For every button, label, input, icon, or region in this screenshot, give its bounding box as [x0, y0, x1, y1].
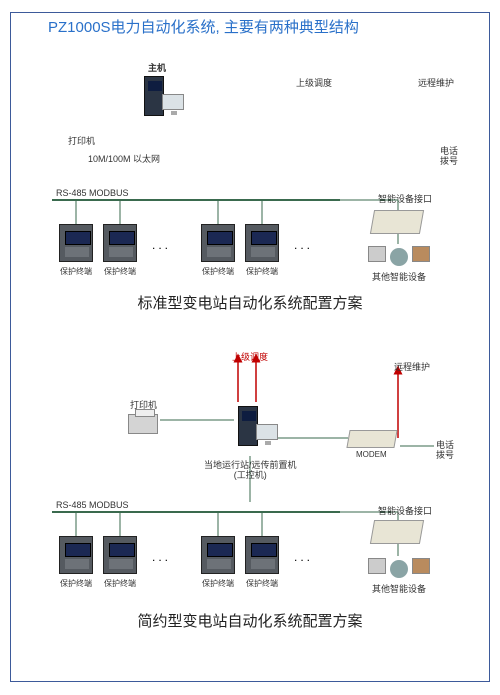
tlab-2-4: 保护终端 — [245, 578, 279, 589]
iface-box-1 — [370, 210, 424, 234]
tlab-2-2: 保护终端 — [103, 578, 137, 589]
terminal-2-1 — [59, 536, 93, 574]
host-tower — [144, 76, 164, 116]
smart-cluster-1 — [368, 244, 428, 268]
lbl-phone2: 电话 拨号 — [436, 440, 454, 460]
caption-1: 标准型变电站自动化系统配置方案 — [0, 292, 500, 313]
tlab-2-1: 保护终端 — [59, 578, 93, 589]
tlab-1-1: 保护终端 — [59, 266, 93, 277]
tlab-1-3: 保护终端 — [201, 266, 235, 277]
station-tower — [238, 406, 258, 446]
terminal-2-4 — [245, 536, 279, 574]
iface-lbl-2: 智能设备接口 — [378, 504, 432, 517]
page-title: PZ1000S电力自动化系统, 主要有两种典型结构 — [48, 16, 359, 37]
terminal-2-3 — [201, 536, 235, 574]
lbl-station: 当地运行站/远传前置机 (工控机) — [204, 460, 297, 480]
modem-2 — [346, 430, 397, 448]
host-monitor — [162, 94, 184, 110]
dots-1b: ... — [294, 238, 313, 252]
iface-box-2 — [370, 520, 424, 544]
lbl-printer1: 打印机 — [68, 134, 95, 147]
lbl-upper2: 上级调度 — [232, 350, 268, 363]
dots-2a: ... — [152, 550, 171, 564]
lbl-remote1: 远程维护 — [418, 76, 454, 89]
smart-lbl-1: 其他智能设备 — [372, 270, 426, 283]
dots-1a: ... — [152, 238, 171, 252]
lbl-printer2: 打印机 — [130, 398, 157, 411]
tlab-1-4: 保护终端 — [245, 266, 279, 277]
lbl-remote2: 远程维护 — [394, 360, 430, 373]
lbl-upper1: 上级调度 — [296, 76, 332, 89]
bus-lbl-2: RS-485 MODBUS — [56, 500, 129, 510]
iface-lbl-1: 智能设备接口 — [378, 192, 432, 205]
tlab-1-2: 保护终端 — [103, 266, 137, 277]
printer-2 — [128, 414, 158, 434]
lbl-host: 主机 — [148, 61, 166, 74]
terminal-1-4 — [245, 224, 279, 262]
station-monitor — [256, 424, 278, 440]
smart-lbl-2: 其他智能设备 — [372, 582, 426, 595]
tlab-2-3: 保护终端 — [201, 578, 235, 589]
lbl-modem2: MODEM — [356, 450, 387, 459]
dots-2b: ... — [294, 550, 313, 564]
terminal-1-3 — [201, 224, 235, 262]
smart-cluster-2 — [368, 556, 428, 580]
lbl-net1: 10M/100M 以太网 — [88, 152, 160, 165]
terminal-1-2 — [103, 224, 137, 262]
terminal-1-1 — [59, 224, 93, 262]
bus-lbl-1: RS-485 MODBUS — [56, 188, 129, 198]
lbl-phone1: 电话 拨号 — [440, 146, 458, 166]
caption-2: 简约型变电站自动化系统配置方案 — [0, 610, 500, 631]
terminal-2-2 — [103, 536, 137, 574]
